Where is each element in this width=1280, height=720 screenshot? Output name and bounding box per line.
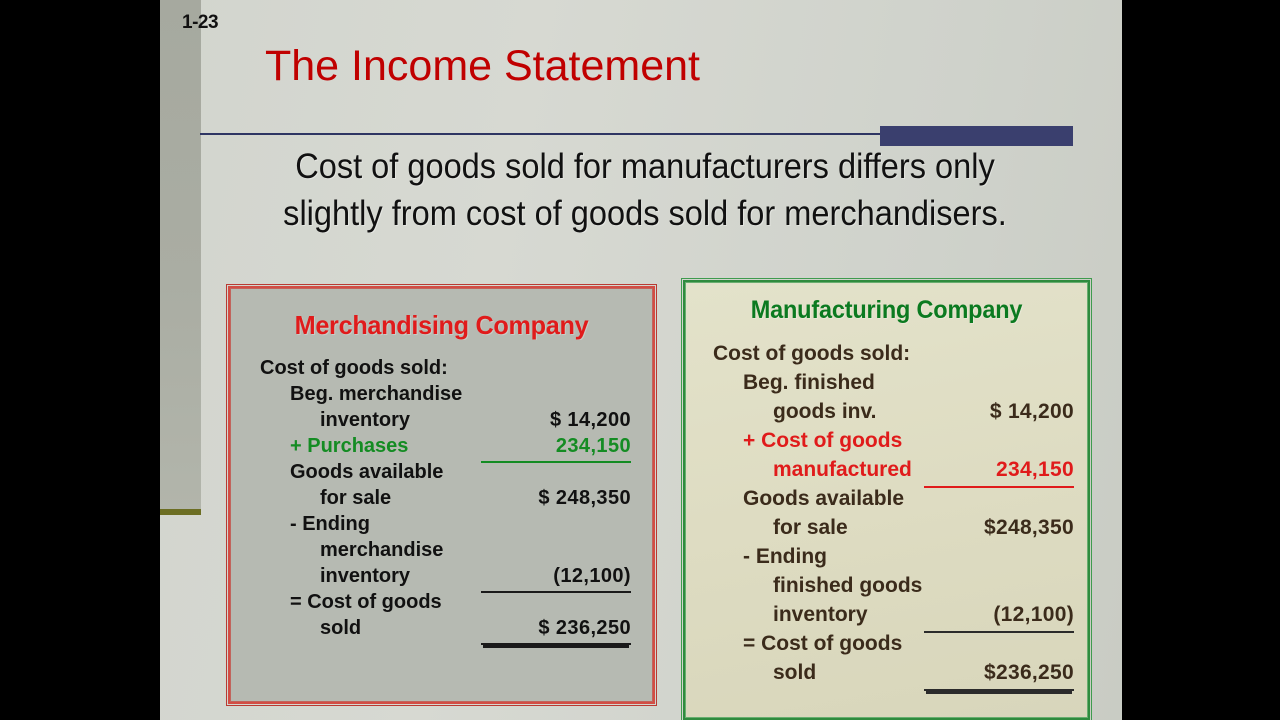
statement-row-label: manufactured (773, 458, 912, 481)
statement-row-amount: $ 236,250 (481, 615, 631, 645)
statement-row-label: Beg. merchandise (290, 383, 463, 405)
statement-row: + Purchases 234,150 (260, 433, 653, 463)
title-divider-rule (200, 133, 922, 135)
statement-row: sold $ 236,250 (260, 615, 653, 645)
statement-row: sold $236,250 (713, 658, 1088, 691)
slide-canvas: 1-23 The Income Statement Cost of goods … (160, 0, 1122, 720)
statement-row-amount: $ 14,200 (549, 409, 631, 431)
statement-row: merchandise (260, 537, 653, 563)
statement-row: + Cost of goods (713, 426, 1088, 455)
left-decorative-band (160, 0, 201, 512)
statement-row: Cost of goods sold: (260, 355, 653, 381)
statement-row: = Cost of goods (260, 589, 653, 615)
statement-row-label: Beg. finished (743, 371, 875, 394)
statement-text: Cost of goods sold for manufacturers dif… (283, 147, 1007, 233)
statement-row-label: merchandise (320, 539, 444, 561)
statement-row-label: - Ending (743, 545, 827, 568)
statement-row-label: Goods available (743, 487, 905, 510)
statement-row-label: = Cost of goods (743, 632, 903, 655)
statement-row-label: Cost of goods sold: (713, 342, 911, 365)
title-accent-block (880, 126, 1073, 146)
statement-row: for sale $ 248,350 (260, 485, 653, 511)
statement-row: Goods available (713, 484, 1088, 513)
statement-row: - Ending (713, 542, 1088, 571)
statement-row: goods inv. $ 14,200 (713, 397, 1088, 426)
statement-row-amount: 234,150 (481, 433, 631, 463)
statement-row-amount: 234,150 (924, 455, 1074, 488)
statement-row-label: Goods available (290, 461, 444, 483)
merchandising-rows: Cost of goods sold: Beg. merchandise inven… (230, 355, 653, 645)
statement-row-label: = Cost of goods (290, 591, 442, 613)
statement-row: = Cost of goods (713, 629, 1088, 658)
statement-row-label: inventory (320, 409, 411, 431)
statement-row-amount: $236,250 (924, 658, 1074, 691)
statement-row-label: goods inv. (773, 400, 877, 423)
statement-row-amount: $248,350 (984, 516, 1074, 539)
statement-row: inventory (12,100) (260, 563, 653, 593)
statement-row: - Ending (260, 511, 653, 537)
manufacturing-company-panel: Manufacturing Company Cost of goods sold… (681, 278, 1092, 720)
statement-row-label: for sale (320, 487, 392, 509)
statement-row: Beg. finished (713, 368, 1088, 397)
page-title: The Income Statement (265, 42, 700, 90)
statement-row: Cost of goods sold: (713, 339, 1088, 368)
statement-row-amount: (12,100) (924, 600, 1074, 633)
statement-row-amount: $ 14,200 (989, 400, 1074, 423)
statement-row: inventory $ 14,200 (260, 407, 653, 433)
statement-row-label: for sale (773, 516, 848, 539)
statement-row: inventory (12,100) (713, 600, 1088, 633)
statement-row-label: sold (320, 617, 362, 639)
statement-row-label: inventory (773, 603, 868, 626)
statement-row-label: finished goods (773, 574, 923, 597)
statement-row-label: - Ending (290, 513, 370, 535)
statement-row-label: Cost of goods sold: (260, 357, 448, 379)
statement-row-label: sold (773, 661, 817, 684)
left-band-accent-bar (160, 509, 201, 515)
merchandising-panel-title: Merchandising Company (294, 310, 589, 340)
statement-row: Goods available (260, 459, 653, 485)
statement-row: Beg. merchandise (260, 381, 653, 407)
statement-row-label: + Cost of goods (743, 429, 903, 452)
merchandising-company-panel: Merchandising Company Cost of goods sold… (226, 284, 657, 706)
statement-row-label: + Purchases (290, 435, 409, 457)
slide-number: 1-23 (182, 12, 219, 33)
statement-row-amount: (12,100) (481, 563, 631, 593)
manufacturing-rows: Cost of goods sold: Beg. finished goods in… (685, 339, 1088, 691)
manufacturing-panel-title: Manufacturing Company (750, 296, 1023, 324)
statement-row-label: inventory (320, 565, 411, 587)
statement-row: for sale $248,350 (713, 513, 1088, 542)
statement-row: manufactured 234,150 (713, 455, 1088, 488)
statement-row: finished goods (713, 571, 1088, 600)
statement-row-amount: $ 248,350 (538, 487, 631, 509)
